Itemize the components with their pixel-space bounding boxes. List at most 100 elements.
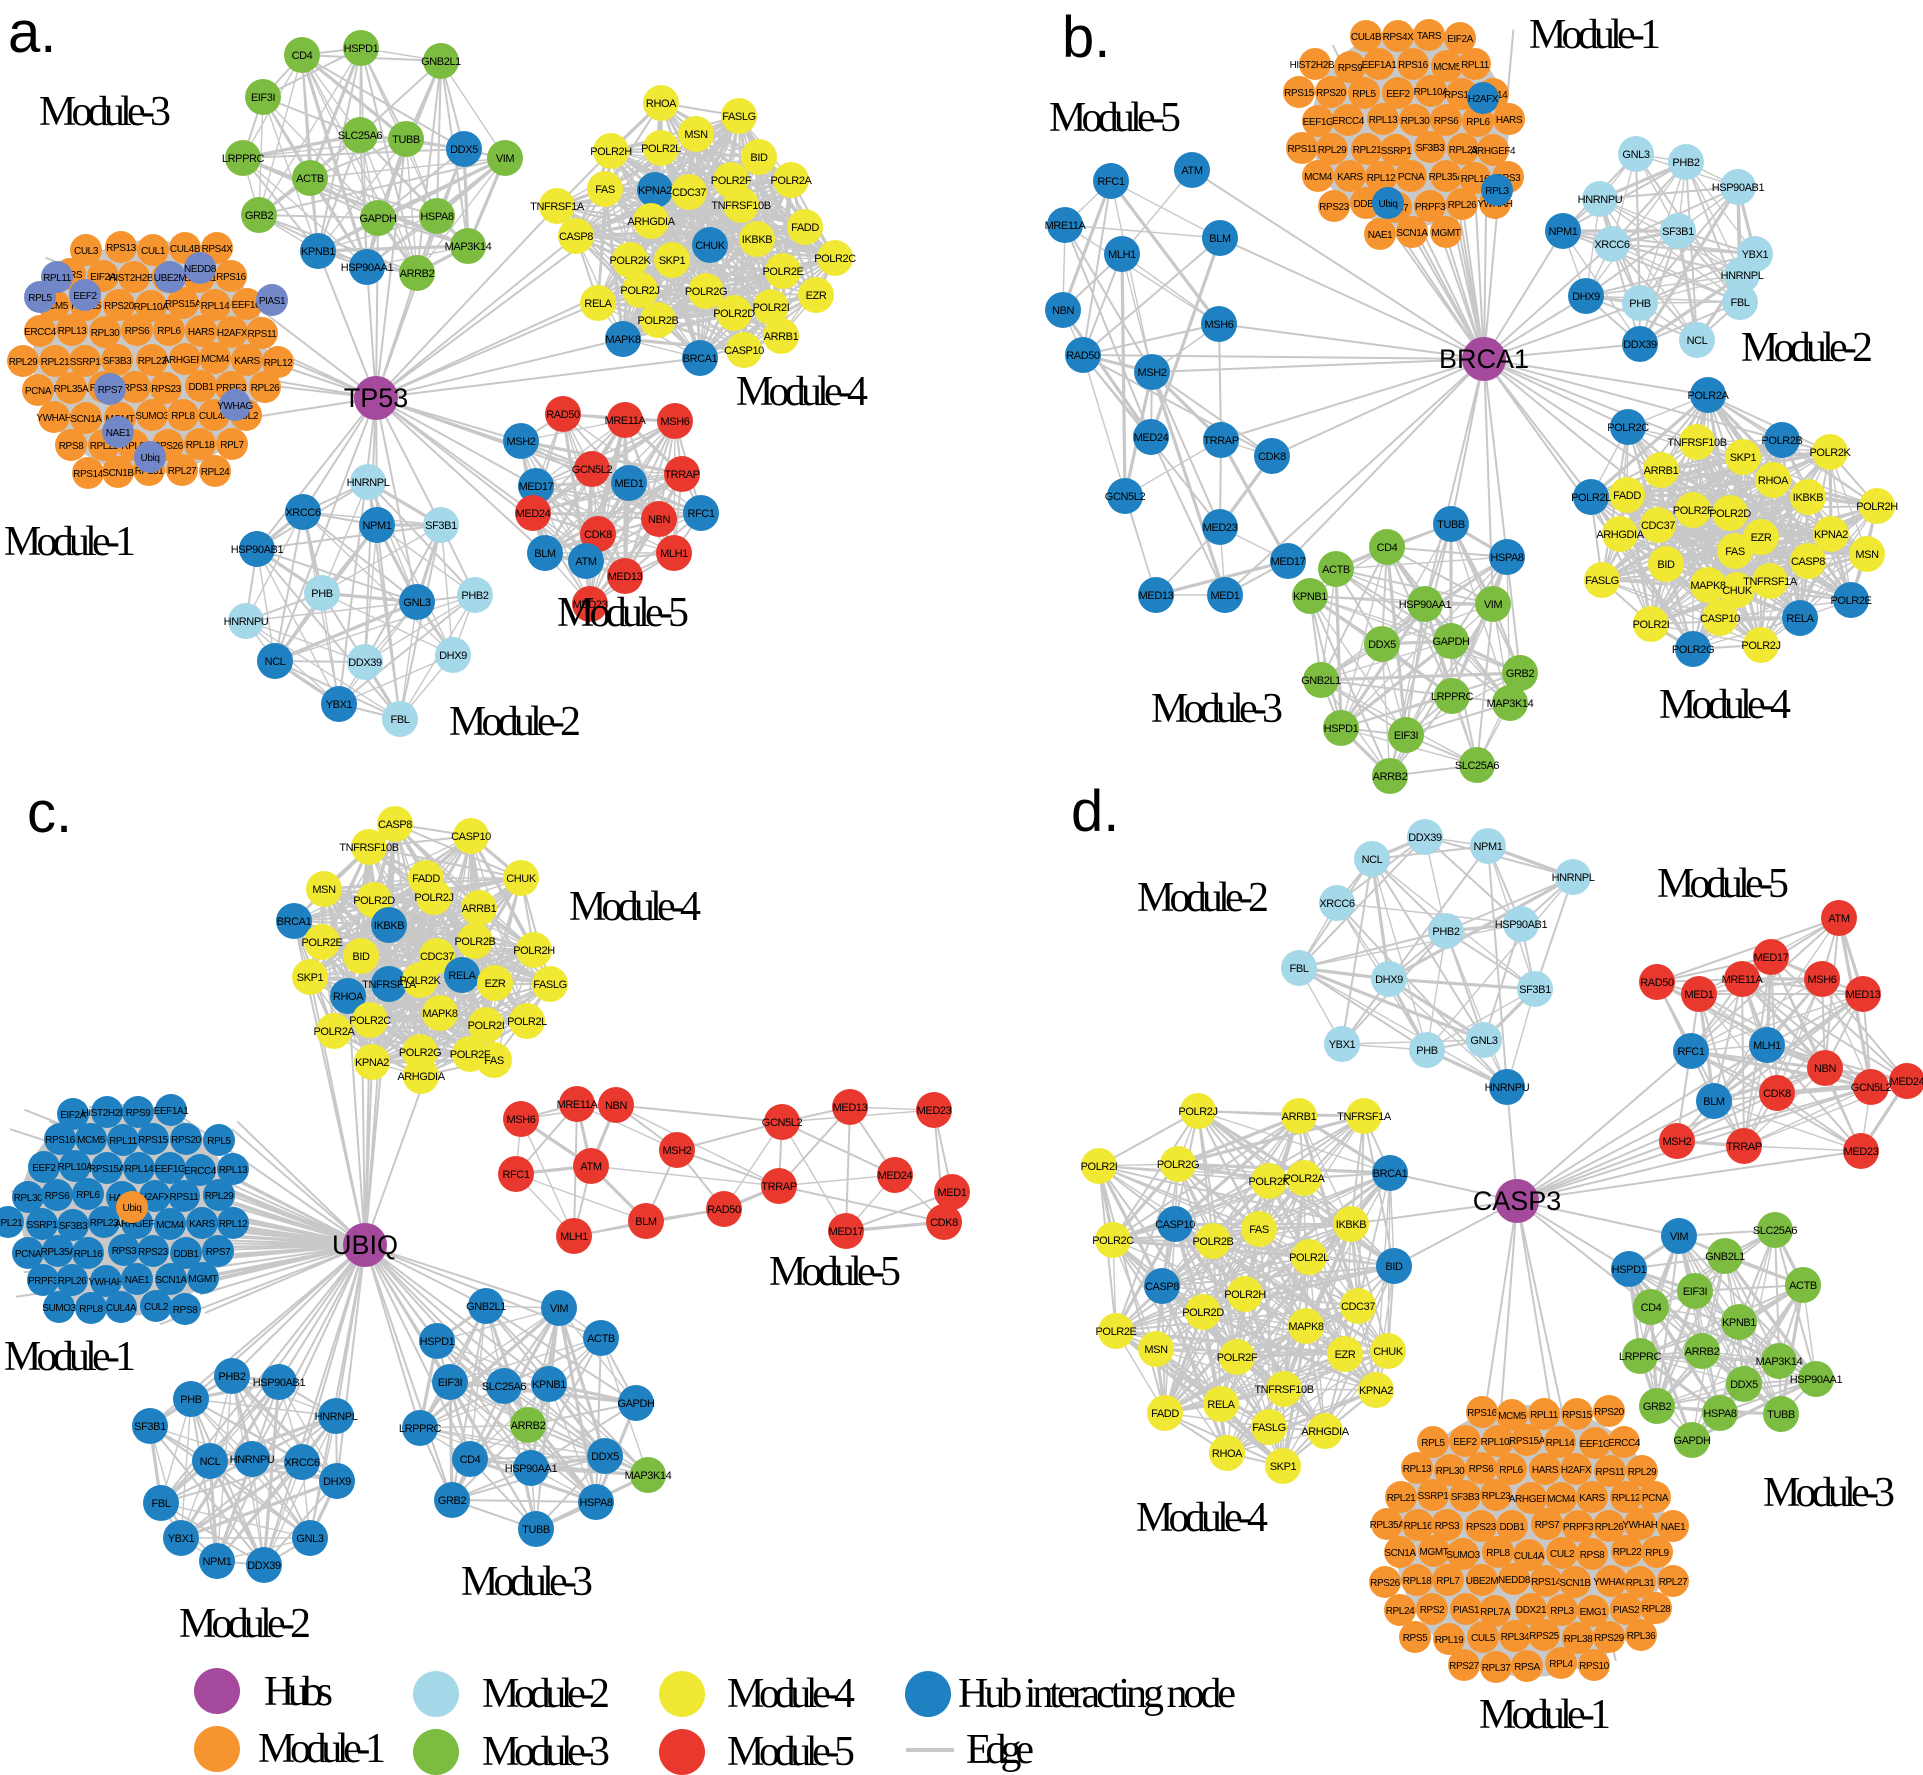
svg-text:MED13: MED13 [1846,989,1881,1001]
svg-text:HSPA8: HSPA8 [420,211,454,223]
svg-text:MED13: MED13 [608,571,643,583]
svg-text:EEF1G: EEF1G [1303,117,1334,128]
svg-text:MED24: MED24 [878,1170,913,1182]
svg-text:ARRB1: ARRB1 [462,903,497,915]
svg-text:Module-1: Module-1 [4,519,136,565]
svg-text:RPL30: RPL30 [1436,1466,1465,1477]
svg-text:NPM1: NPM1 [363,520,392,532]
svg-text:RPL23: RPL23 [138,356,167,367]
svg-text:HIST2H2BE: HIST2H2BE [109,273,161,284]
svg-text:Module-2: Module-2 [449,699,581,745]
svg-text:Module-4: Module-4 [1136,1495,1268,1541]
svg-text:GAPDH: GAPDH [1673,1435,1711,1447]
svg-text:XRCC6: XRCC6 [1319,898,1355,910]
svg-text:SUMO3: SUMO3 [42,1303,76,1314]
svg-text:GNB2L1: GNB2L1 [466,1301,506,1313]
svg-text:RPL30: RPL30 [91,328,120,339]
svg-text:TNFRSF10B: TNFRSF10B [339,842,398,854]
svg-text:GCN5L2: GCN5L2 [1105,491,1146,503]
svg-text:RPL18: RPL18 [186,440,215,451]
svg-text:CUL4A: CUL4A [199,411,230,422]
svg-text:NEDD8: NEDD8 [1498,1575,1531,1586]
svg-text:RPS15: RPS15 [138,1135,169,1146]
svg-text:FAS: FAS [484,1055,504,1067]
svg-text:POLR2I: POLR2I [468,1020,505,1032]
svg-text:BID: BID [1657,559,1675,571]
svg-text:NPM1: NPM1 [1549,226,1578,238]
svg-text:POLR2I: POLR2I [1633,619,1670,631]
svg-text:CUL2: CUL2 [144,1302,169,1313]
svg-text:PIAS1: PIAS1 [259,296,286,307]
svg-text:POLR2L: POLR2L [1289,1252,1329,1264]
svg-text:YWHAH: YWHAH [36,413,71,424]
svg-text:SLC25A6: SLC25A6 [1753,1225,1798,1237]
svg-text:EIF3I: EIF3I [251,92,276,104]
svg-text:RPS7: RPS7 [206,1247,231,1258]
svg-text:RPL6: RPL6 [1499,1465,1523,1476]
svg-text:MGMT: MGMT [189,1274,218,1285]
svg-text:RPS10: RPS10 [1579,1661,1610,1672]
svg-text:DHX9: DHX9 [439,650,467,662]
svg-text:RPS4X: RPS4X [1383,32,1415,43]
svg-text:SSRP1: SSRP1 [1418,1491,1450,1502]
svg-text:RPL31: RPL31 [1626,1578,1655,1589]
svg-text:TNFRSF10B: TNFRSF10B [1254,1384,1313,1396]
svg-text:SCN1A: SCN1A [155,1275,187,1286]
svg-text:PRPF3: PRPF3 [216,383,247,394]
svg-text:POLR2K: POLR2K [1248,1176,1290,1188]
svg-text:RPS3: RPS3 [123,383,148,394]
svg-text:EIF3I: EIF3I [438,1377,463,1389]
svg-text:CHUK: CHUK [1373,1346,1404,1358]
svg-text:RPL12: RPL12 [219,1219,248,1230]
svg-text:RPL7: RPL7 [1436,1576,1460,1587]
svg-text:ERCC4: ERCC4 [184,1166,217,1177]
svg-text:LRPPRC: LRPPRC [222,153,265,165]
svg-text:PHB: PHB [1416,1045,1437,1057]
svg-text:EZR: EZR [485,978,506,990]
svg-text:NBN: NBN [605,1100,627,1112]
svg-text:RPL6: RPL6 [157,326,181,337]
svg-text:RPL6: RPL6 [1466,117,1490,128]
svg-text:POLR2G: POLR2G [1157,1159,1199,1171]
svg-text:ACTB: ACTB [1322,564,1350,576]
svg-text:Module-4: Module-4 [727,1671,855,1717]
svg-text:ATM: ATM [575,556,596,568]
svg-text:POLR2G: POLR2G [1672,644,1714,656]
svg-text:LRPPRC: LRPPRC [399,1423,442,1435]
svg-text:MRE11A: MRE11A [1045,220,1087,232]
svg-text:CUL4A: CUL4A [106,1303,137,1314]
svg-text:CUL2: CUL2 [234,411,259,422]
svg-text:BLM: BLM [1209,233,1231,245]
svg-text:MED13: MED13 [1139,590,1174,602]
svg-text:LRPPRC: LRPPRC [1619,1351,1662,1363]
svg-text:ARRB1: ARRB1 [1282,1111,1317,1123]
svg-text:KPNB1: KPNB1 [301,246,335,258]
svg-text:SLC25A6: SLC25A6 [1455,760,1500,772]
svg-text:CDC37: CDC37 [1641,520,1675,532]
svg-text:POLR2H: POLR2H [590,146,632,158]
svg-text:Module-5: Module-5 [1657,861,1789,907]
svg-text:RPS11: RPS11 [170,1192,200,1203]
svg-text:MSH2: MSH2 [1138,367,1167,379]
svg-text:RPL35A: RPL35A [1429,172,1465,183]
svg-text:RPS23: RPS23 [151,384,182,395]
svg-text:MSN: MSN [312,884,336,896]
svg-text:BRCA1: BRCA1 [1373,1168,1408,1180]
svg-text:TNFRSF10B: TNFRSF10B [1667,437,1726,449]
svg-text:SKP1: SKP1 [1270,1461,1297,1473]
svg-text:RPL3: RPL3 [1485,186,1509,197]
svg-text:UBE2M: UBE2M [154,273,187,284]
svg-text:ARHGDIA: ARHGDIA [1301,1426,1349,1438]
svg-text:GRB2: GRB2 [1643,1401,1672,1413]
svg-text:RPL21: RPL21 [1353,145,1382,156]
svg-text:RPL29: RPL29 [9,357,38,368]
svg-text:DDB1: DDB1 [188,382,214,393]
svg-text:GNL3: GNL3 [403,597,430,609]
svg-text:CUL4B: CUL4B [170,244,201,255]
svg-text:RPL5: RPL5 [207,1136,231,1147]
svg-text:POLR2C: POLR2C [1092,1235,1134,1247]
svg-text:RPL13: RPL13 [219,1165,248,1176]
svg-text:KPNB1: KPNB1 [532,1379,566,1391]
svg-text:PRPF3: PRPF3 [1563,1522,1594,1533]
svg-text:CUL4A: CUL4A [1514,1551,1545,1562]
